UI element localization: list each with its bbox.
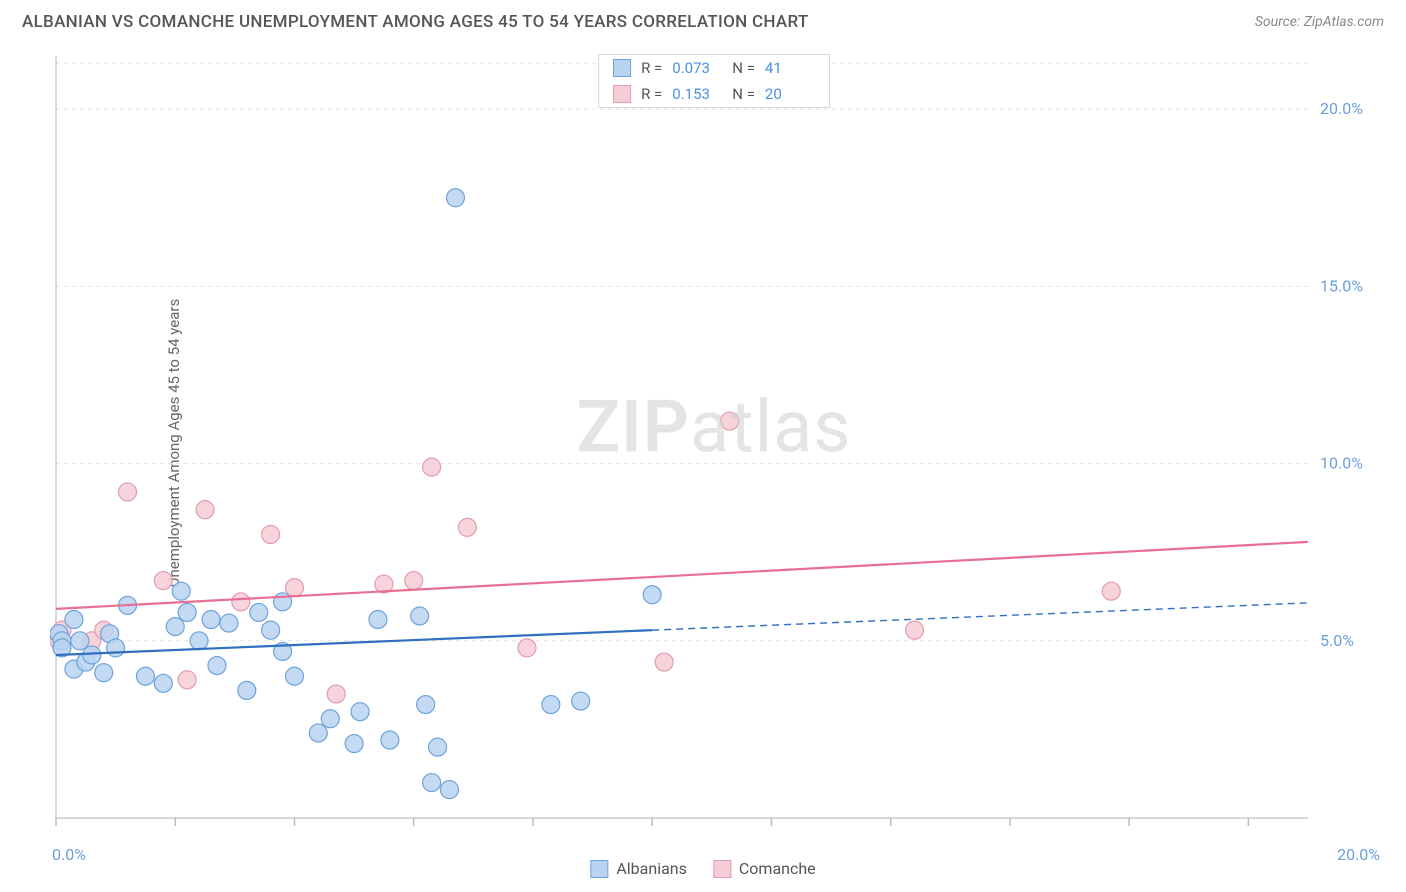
swatch-comanche — [613, 85, 631, 103]
svg-text:20.0%: 20.0% — [1320, 99, 1363, 118]
correlation-legend: R = 0.073 N = 41 R = 0.153 N = 20 — [598, 54, 830, 108]
axis-tick-label: 20.0% — [1337, 845, 1380, 864]
plot-area: Unemployment Among Ages 45 to 54 years Z… — [50, 50, 1378, 836]
scatter-plot-svg: 5.0% 10.0% 15.0% 20.0% — [50, 50, 1378, 836]
svg-text:15.0%: 15.0% — [1320, 276, 1363, 295]
svg-text:10.0%: 10.0% — [1320, 454, 1363, 473]
series-legend: Albanians Comanche — [590, 859, 815, 878]
chart-title: ALBANIAN VS COMANCHE UNEMPLOYMENT AMONG … — [22, 12, 809, 32]
legend-item-comanche: Comanche — [713, 859, 816, 878]
swatch-comanche-icon — [713, 860, 731, 878]
legend-label: Comanche — [739, 859, 816, 878]
axis-tick-label: 0.0% — [52, 845, 86, 864]
legend-row-comanche: R = 0.153 N = 20 — [599, 81, 829, 107]
swatch-albanians-icon — [590, 860, 608, 878]
legend-label: Albanians — [616, 859, 687, 878]
source-label: Source: ZipAtlas.com — [1255, 14, 1384, 30]
legend-item-albanians: Albanians — [590, 859, 687, 878]
swatch-albanians — [613, 59, 631, 77]
legend-row-albanians: R = 0.073 N = 41 — [599, 55, 829, 81]
svg-text:5.0%: 5.0% — [1320, 631, 1354, 650]
